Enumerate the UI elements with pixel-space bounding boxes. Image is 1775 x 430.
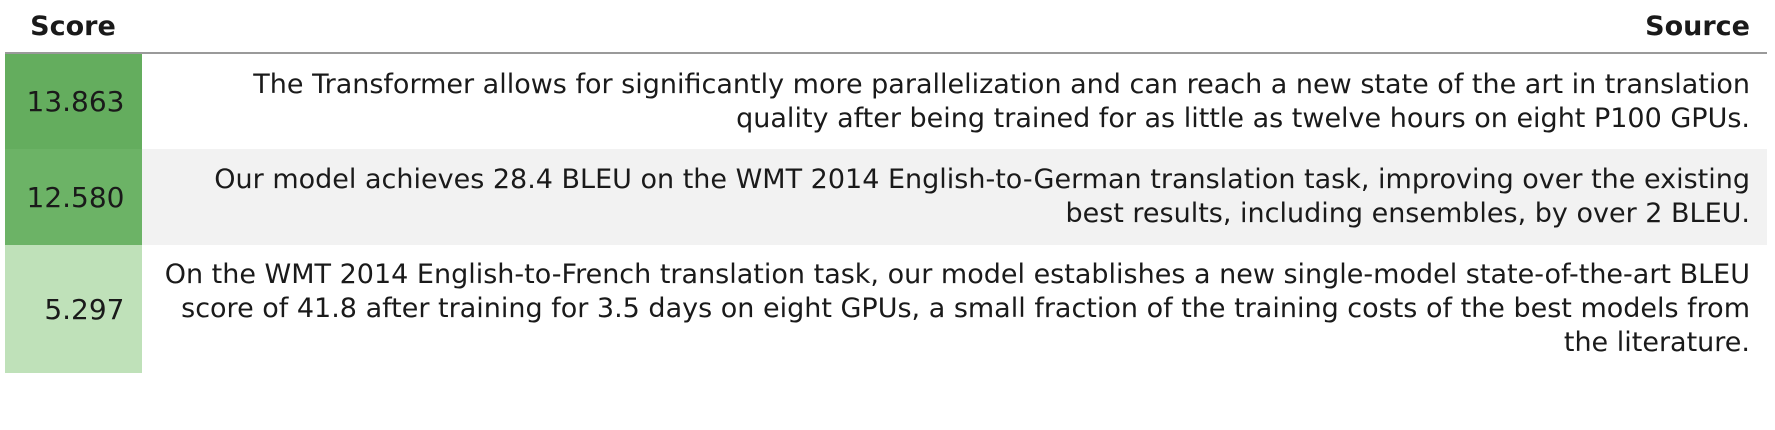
score-column-header: Score xyxy=(2,0,142,54)
source-column-header: Source xyxy=(141,0,1767,54)
header-row: Score Source xyxy=(2,0,1767,54)
source-cell: Our model achieves 28.4 BLEU on the WMT … xyxy=(141,149,1767,245)
table-row: 12.580 Our model achieves 28.4 BLEU on t… xyxy=(0,149,1767,245)
table-body: 13.863 The Transformer allows for signif… xyxy=(0,53,1767,373)
score-cell: 5.297 xyxy=(0,245,142,373)
score-cell: 13.863 xyxy=(0,53,142,149)
table-row: 13.863 The Transformer allows for signif… xyxy=(0,53,1767,149)
table-header: Score Source xyxy=(2,0,1767,54)
score-cell: 12.580 xyxy=(0,149,142,245)
source-cell: The Transformer allows for significantly… xyxy=(141,53,1767,149)
table-row: 5.297 On the WMT 2014 English-to-French … xyxy=(0,245,1767,373)
score-source-table: Score Source 13.863 The Transformer allo… xyxy=(0,0,1767,373)
source-cell: On the WMT 2014 English-to-French transl… xyxy=(141,245,1767,373)
